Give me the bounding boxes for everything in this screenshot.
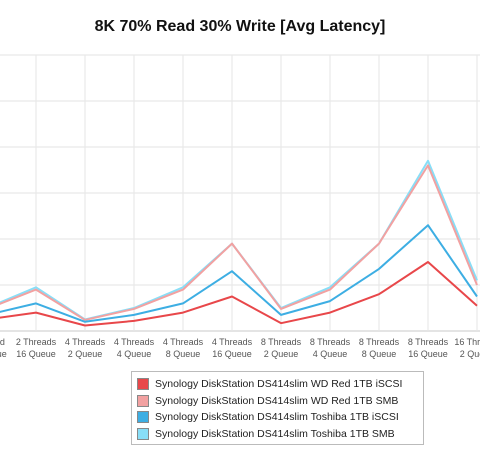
x-tick-label: 8 Threads 4 Queue [310, 337, 351, 359]
x-tick-label: 8 Threads 8 Queue [359, 337, 400, 359]
series-line [0, 224, 478, 323]
legend-swatch [137, 378, 149, 391]
legend-label: Synology DiskStation DS414slim WD Red 1T… [155, 394, 399, 407]
legend-item: Synology DiskStation DS414slim WD Red 1T… [137, 376, 423, 393]
legend: Synology DiskStation DS414slim WD Red 1T… [131, 371, 424, 445]
x-tick-label: 2 Threads 16 Queue [16, 337, 57, 359]
legend-label: Synology DiskStation DS414slim WD Red 1T… [155, 378, 403, 391]
series-line [0, 164, 478, 321]
x-tick-label: 4 Threads 16 Queue [212, 337, 253, 359]
chart-title: 8K 70% Read 30% Write [Avg Latency] [94, 18, 386, 35]
x-tick-label: 8 Threads 2 Queue [261, 337, 302, 359]
legend-swatch [137, 394, 149, 407]
legend-swatch [137, 411, 149, 424]
x-tick-label: 4 Threads 2 Queue [65, 337, 106, 359]
legend-item: Synology DiskStation DS414slim WD Red 1T… [137, 393, 423, 410]
legend-swatch [137, 427, 149, 440]
legend-label: Synology DiskStation DS414slim Toshiba 1… [155, 411, 399, 424]
x-tick-label: 4 Threads 8 Queue [163, 337, 204, 359]
x-tick-label: 8 Threads 16 Queue [408, 337, 449, 359]
legend-item: Synology DiskStation DS414slim Toshiba 1… [137, 426, 423, 443]
grid [0, 54, 480, 332]
series-lines [0, 159, 478, 327]
legend-item: Synology DiskStation DS414slim Toshiba 1… [137, 409, 423, 426]
x-tick-label: 1 Thread16 Queue [0, 337, 7, 359]
series-line [0, 159, 478, 321]
series-line [0, 261, 478, 327]
x-tick-label: 4 Threads 4 Queue [114, 337, 155, 359]
legend-label: Synology DiskStation DS414slim Toshiba 1… [155, 427, 395, 440]
